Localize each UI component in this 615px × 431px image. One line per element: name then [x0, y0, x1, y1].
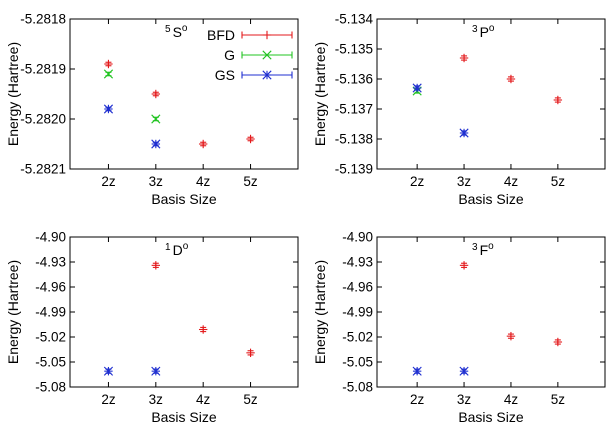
y-tick-label: -5.2819: [20, 62, 66, 77]
data-point-gs: [459, 128, 469, 138]
plot-frame: [69, 236, 299, 388]
data-point-bfd: [553, 337, 563, 347]
y-tick-label: -4.93: [35, 255, 66, 270]
state-label: 1 Do: [165, 241, 189, 258]
legend-entry-g: G: [224, 47, 293, 63]
data-point-gs: [151, 139, 161, 149]
state-label: 5 So: [165, 23, 188, 40]
y-tick-label: -5.2820: [20, 112, 66, 127]
x-tick-label: 4z: [196, 392, 211, 407]
panel-top-left: -5.2818 -5.2819 -5.2820 -5.2821 2z 3z 4z 5z Basi…: [5, 12, 299, 207]
y-tick-label: -4.90: [35, 230, 66, 245]
y-axis-label: Energy (Hartree): [312, 42, 328, 146]
data-point-bfd: [459, 261, 469, 270]
x-tick-label: 5z: [243, 174, 258, 189]
x-axis-label: Basis Size: [458, 191, 524, 207]
x-tick-label: 2z: [410, 392, 425, 407]
x-tick-label: 5z: [551, 392, 566, 407]
y-tick-label: -5.2821: [20, 162, 66, 177]
x-axis-label: Basis Size: [151, 191, 217, 207]
y-tick-label: -4.96: [35, 280, 66, 295]
y-axis-label: Energy (Hartree): [5, 260, 21, 364]
data-point-bfd: [246, 134, 255, 144]
legend: BFD G GS: [207, 27, 293, 83]
data-point-bfd: [506, 331, 516, 341]
x-tick-label: 2z: [101, 174, 116, 189]
data-point-g: [151, 114, 161, 124]
data-point-bfd: [506, 74, 516, 84]
plot-frame: [376, 18, 606, 170]
y-tick-label: -5.134: [335, 12, 374, 27]
y-tick-label: -5.02: [35, 330, 66, 345]
x-tick-label: 3z: [149, 392, 164, 407]
data-point-bfd: [151, 89, 161, 99]
x-tick-label: 5z: [551, 174, 566, 189]
plot-frame: [376, 236, 606, 388]
data-point-g: [103, 69, 114, 79]
y-tick-label: -4.96: [342, 280, 373, 295]
y-tick-label: -4.99: [35, 305, 66, 320]
y-axis-label: Energy (Hartree): [5, 42, 21, 146]
x-tick-label: 2z: [410, 174, 425, 189]
x-tick-label: 4z: [196, 174, 211, 189]
y-axis-label: Energy (Hartree): [312, 260, 328, 364]
x-tick-label: 2z: [101, 392, 116, 407]
y-tick-label: -5.02: [342, 330, 373, 345]
data-point-bfd: [151, 261, 161, 270]
data-point-gs: [459, 366, 469, 376]
panel-bottom-left: -4.90 -4.93 -4.96 -4.99 -5.02 -5.05 -5.08 2z 3z 4…: [5, 230, 299, 425]
panel-top-right: -5.134 -5.135 -5.136 -5.137 -5.138 -5.139 2z 3z…: [312, 12, 606, 207]
x-axis-label: Basis Size: [151, 409, 217, 425]
y-tick-label: -4.93: [342, 255, 373, 270]
y-tick-label: -5.139: [335, 162, 373, 177]
x-tick-label: 5z: [243, 392, 258, 407]
y-tick-label: -5.137: [335, 102, 373, 117]
y-tick-label: -5.136: [335, 72, 373, 87]
data-point-gs: [412, 366, 422, 376]
y-tick-label: -5.05: [35, 355, 66, 370]
data-point-gs: [412, 83, 422, 93]
y-tick-label: -5.138: [335, 132, 373, 147]
x-tick-label: 3z: [149, 174, 164, 189]
x-tick-label: 4z: [504, 174, 519, 189]
y-tick-label: -5.08: [342, 380, 373, 395]
legend-entry-bfd: BFD: [207, 27, 293, 43]
x-tick-label: 3z: [457, 174, 472, 189]
state-label: 3 Fo: [472, 241, 494, 258]
legend-label: G: [224, 47, 235, 63]
y-tick-label: -5.08: [35, 380, 66, 395]
x-axis-label: Basis Size: [458, 409, 524, 425]
data-point-bfd: [553, 95, 563, 105]
y-tick-label: -4.99: [342, 305, 373, 320]
x-tick-label: 4z: [504, 392, 519, 407]
data-point-gs: [151, 366, 161, 376]
legend-label: BFD: [207, 27, 235, 43]
data-point-bfd: [104, 59, 113, 69]
y-tick-label: -4.90: [342, 230, 373, 245]
panel-bottom-right: -4.90 -4.93 -4.96 -4.99 -5.02 -5.05 -5.08 2z 3z 4…: [312, 230, 606, 425]
x-tick-label: 3z: [457, 392, 472, 407]
y-tick-label: -5.135: [335, 42, 373, 57]
y-tick-label: -5.05: [342, 355, 373, 370]
data-point-bfd: [246, 348, 255, 358]
data-point-bfd: [198, 325, 208, 334]
data-point-gs: [103, 366, 114, 376]
legend-label: GS: [215, 67, 235, 83]
data-point-gs: [103, 104, 114, 114]
data-point-bfd: [459, 53, 469, 63]
data-point-bfd: [198, 139, 208, 149]
legend-entry-gs: GS: [215, 67, 293, 83]
plot-frame: [69, 18, 299, 170]
state-label: 3 Po: [472, 23, 495, 40]
y-tick-label: -5.2818: [20, 12, 66, 27]
